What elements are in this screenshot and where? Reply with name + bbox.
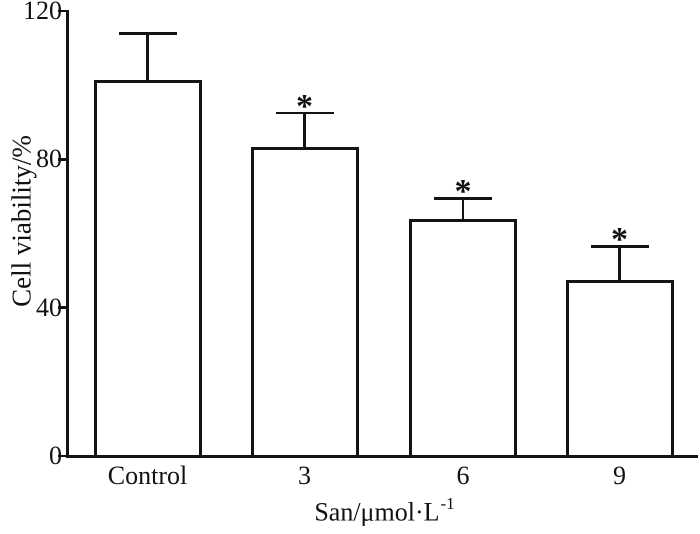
y-tick-label: 80 <box>36 144 62 174</box>
x-category-label: 3 <box>298 461 311 490</box>
y-tick-label: 40 <box>36 292 62 322</box>
error-bar-stem <box>146 33 149 82</box>
bar <box>93 79 202 456</box>
error-bar-stem <box>303 112 306 149</box>
bar <box>250 146 359 456</box>
y-tick-mark <box>57 158 66 161</box>
bar <box>565 280 674 456</box>
error-bar-cap <box>434 197 492 200</box>
y-tick-mark <box>57 9 66 13</box>
x-category-label: 6 <box>456 461 470 490</box>
error-bar-stem <box>461 198 465 221</box>
error-bar-cap <box>118 32 177 35</box>
significance-asterisk: * <box>611 221 628 259</box>
error-bar-cap <box>590 245 649 248</box>
significance-asterisk: * <box>454 173 472 211</box>
y-tick-mark <box>57 306 66 309</box>
x-axis-title-superscript: -1 <box>440 494 455 513</box>
x-category-label: 9 <box>613 461 626 490</box>
y-axis-line <box>65 10 69 457</box>
y-tick-label: 0 <box>49 441 62 470</box>
y-tick-mark <box>57 454 66 458</box>
error-bar-cap <box>275 111 334 115</box>
x-category-label: Control <box>107 461 188 490</box>
x-axis-line <box>65 454 698 458</box>
significance-asterisk: * <box>296 87 313 125</box>
x-axis-title: San/μmol·L-1 <box>234 494 534 528</box>
bar <box>409 219 517 456</box>
x-axis-title-base: San/μmol·L <box>314 497 440 527</box>
y-tick-label: 120 <box>23 0 62 25</box>
error-bar-stem <box>618 246 621 282</box>
